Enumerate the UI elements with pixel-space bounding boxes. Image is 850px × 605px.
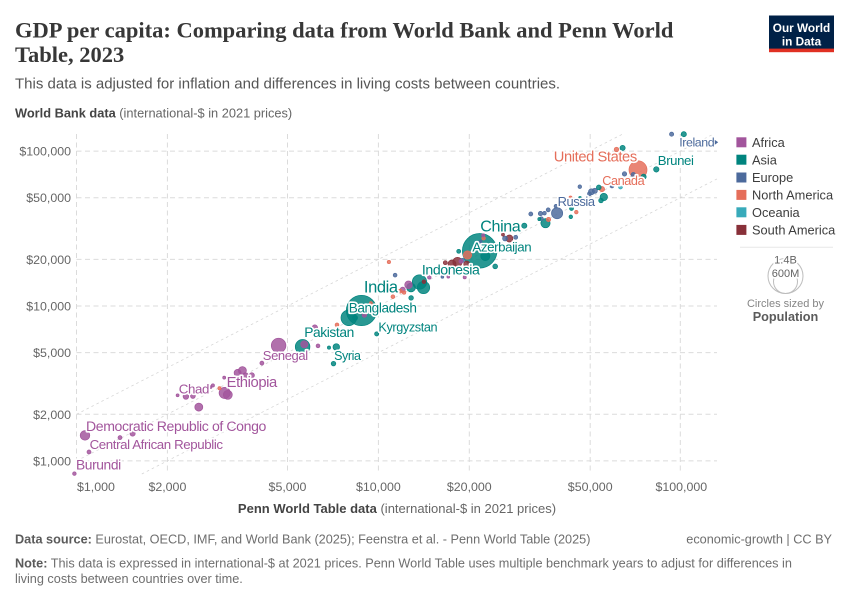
svg-text:Kyrgyzstan: Kyrgyzstan	[378, 321, 437, 335]
svg-text:$1,000: $1,000	[33, 454, 71, 468]
svg-text:Burundi: Burundi	[76, 458, 121, 473]
svg-text:Table, 2023: Table, 2023	[15, 42, 124, 67]
svg-text:Russia: Russia	[558, 194, 596, 209]
svg-text:Pakistan: Pakistan	[304, 325, 354, 340]
svg-text:Population: Population	[753, 310, 819, 324]
svg-text:$20,000: $20,000	[26, 253, 71, 267]
svg-text:Canada: Canada	[602, 174, 645, 188]
svg-text:Our World: Our World	[773, 21, 830, 35]
svg-text:$5,000: $5,000	[33, 346, 71, 360]
svg-text:Senegal: Senegal	[263, 348, 308, 363]
svg-text:$50,000: $50,000	[568, 480, 613, 494]
svg-text:$5,000: $5,000	[269, 480, 307, 494]
svg-text:$2,000: $2,000	[148, 480, 186, 494]
svg-text:Chad: Chad	[179, 382, 209, 397]
svg-text:$10,000: $10,000	[356, 480, 401, 494]
svg-text:North America: North America	[752, 188, 834, 203]
svg-text:China: China	[480, 218, 520, 236]
svg-text:$100,000: $100,000	[655, 480, 707, 494]
svg-text:Ethiopia: Ethiopia	[227, 375, 278, 391]
svg-text:economic-growth | CC BY: economic-growth | CC BY	[686, 533, 832, 547]
svg-text:$10,000: $10,000	[26, 300, 71, 314]
svg-text:Asia: Asia	[752, 152, 778, 167]
svg-text:in Data: in Data	[782, 34, 822, 48]
svg-text:India: India	[364, 279, 399, 297]
svg-text:$50,000: $50,000	[26, 191, 71, 205]
svg-text:Circles sized by: Circles sized by	[747, 298, 825, 310]
svg-text:Azerbaijan: Azerbaijan	[472, 240, 531, 255]
svg-text:Data source: Eurostat, OECD, I: Data source: Eurostat, OECD, IMF, and Wo…	[15, 533, 590, 547]
svg-text:Bangladesh: Bangladesh	[349, 301, 417, 316]
svg-text:This data is adjusted for infl: This data is adjusted for inflation and …	[15, 76, 560, 93]
svg-text:Central African Republic: Central African Republic	[90, 437, 224, 452]
svg-text:$1,000: $1,000	[77, 480, 115, 494]
svg-text:Oceania: Oceania	[752, 205, 801, 220]
svg-text:Indonesia: Indonesia	[422, 262, 480, 278]
svg-text:Africa: Africa	[752, 135, 786, 150]
svg-text:Penn World Table data (interna: Penn World Table data (international-$ i…	[238, 501, 556, 516]
svg-text:Democratic Republic of Congo: Democratic Republic of Congo	[86, 418, 267, 434]
svg-text:$100,000: $100,000	[19, 145, 71, 159]
svg-text:Syria: Syria	[334, 349, 361, 363]
svg-text:Note: This data is expressed i: Note: This data is expressed in internat…	[15, 557, 792, 571]
svg-text:United States: United States	[554, 150, 637, 166]
svg-text:GDP per capita: Comparing data: GDP per capita: Comparing data from Worl…	[15, 18, 674, 43]
svg-text:$20,000: $20,000	[447, 480, 492, 494]
svg-text:Ireland: Ireland	[679, 136, 715, 150]
svg-text:$2,000: $2,000	[33, 408, 71, 422]
svg-text:1.4B: 1.4B	[774, 255, 797, 267]
svg-text:South America: South America	[752, 223, 836, 238]
svg-text:living costs between countries: living costs between countries over time…	[15, 572, 243, 586]
svg-text:Brunei: Brunei	[658, 153, 694, 168]
svg-text:Europe: Europe	[752, 170, 793, 185]
svg-text:600M: 600M	[772, 268, 800, 280]
svg-text:World Bank data (international: World Bank data (international-$ in 2021…	[15, 106, 292, 121]
